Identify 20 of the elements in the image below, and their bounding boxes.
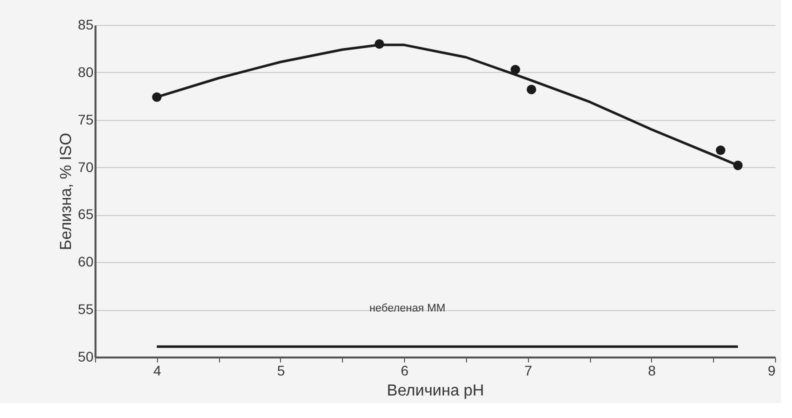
y-tick-label: 75 [78,111,94,128]
x-tick-label: 8 [648,362,656,378]
y-tick-label: 60 [78,254,94,270]
point [526,84,536,94]
text: небеленая ММ [369,302,446,315]
y-tick-label: 70 [78,158,94,175]
point [510,64,520,74]
x-tick-label: 7 [524,362,532,378]
y-tick-label: 80 [78,64,94,80]
x-tick-label: 6 [400,362,409,378]
x-tick-label: 9 [768,362,776,378]
x-tick-label: 4 [153,362,162,378]
y-tick-label: 85 [78,16,94,32]
y-axis-title: Белизна, % ISO [58,132,75,250]
y-tick-label: 55 [78,301,94,318]
x-tick-label: 5 [277,362,286,378]
y-tick-label: 50 [78,348,94,364]
point [716,145,726,155]
x-axis-title: Величина pH [386,382,484,400]
y-tick-label: 65 [78,206,94,222]
